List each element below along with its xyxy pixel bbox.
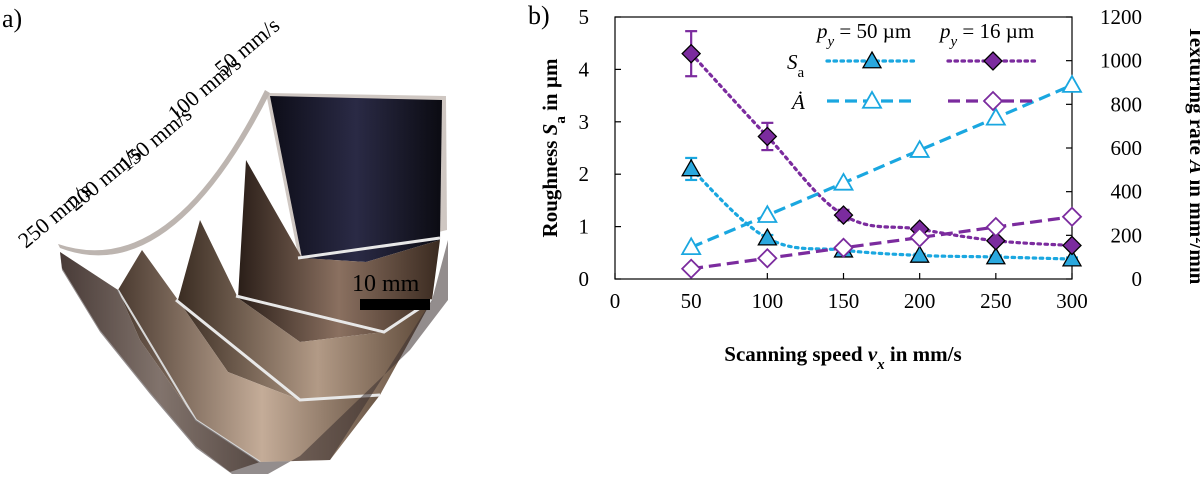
strip-label-250-group: 250 mm/s [13,177,96,252]
y-left-axis-label: Roughness Sa in µm [538,58,569,237]
series-rate_16 [680,206,1083,280]
y-left-tick-label: 5 [579,5,590,29]
strip-50 [270,96,442,262]
series-line-sa_16 [689,52,1074,248]
legend-text: py = 50 µm [815,19,911,50]
data-point-sa_16 [985,230,1006,251]
x-tick-label: 150 [828,289,860,313]
y-left-tick-label: 1 [579,215,590,239]
y-right-tick-label: 400 [1111,180,1143,204]
y-left-tick-label: 2 [579,162,590,186]
x-tick-label: 100 [752,289,784,313]
data-point-rate_50 [985,107,1007,126]
strip-200 [118,250,380,462]
sample-photo [58,90,448,474]
data-point-sa_50 [909,245,930,263]
data-point-sa_16 [757,126,778,147]
legend-marker-sa_16 [983,51,1003,71]
y-right-tick-label: 200 [1111,223,1143,247]
x-axis-label: Scanning speed vx in mm/s [724,342,961,373]
strip-100 [238,160,440,342]
separator-1 [297,236,441,260]
y-right-tick-label: 1200 [1100,5,1142,29]
data-point-rate_16 [757,247,778,269]
series-line-rate_50 [690,83,1073,249]
y-right-tick-label: 800 [1111,92,1143,116]
legend-text: Sa [787,50,805,81]
data-point-rate_16 [985,216,1007,238]
x-tick-label: 0 [610,289,621,313]
data-point-sa_16 [1062,235,1082,256]
legend-marker-sa_50 [861,50,883,69]
strip-label-250: 250 mm/s [13,177,96,252]
data-point-sa_50 [681,158,702,177]
separator-3 [175,298,381,402]
y-right-axis-label: Texturing rate Ȧ in mm²/min [1185,26,1200,285]
data-point-rate_16 [680,258,702,280]
x-tick-label: 50 [681,289,702,313]
data-point-rate_16 [1061,206,1083,228]
panel-b-label: b) [528,1,550,30]
y-left-tick-label: 4 [579,57,590,81]
data-point-sa_50 [985,246,1006,265]
sample-front-edge [60,240,448,474]
separator-2 [235,294,433,334]
series-line-sa_50 [689,167,1074,261]
legend-text: Ȧ [790,90,805,114]
data-point-sa_50 [1061,248,1083,267]
x-tick-label: 200 [904,289,936,313]
y-right-tick-label: 600 [1111,136,1143,160]
chart-b: 0 50 100 150 200 250 3000123450200400600800100… [538,5,1200,373]
series-rate_50 [680,74,1083,255]
y-left-tick-label: 3 [579,110,590,134]
y-left-tick-label: 0 [579,267,590,291]
data-point-sa_16 [833,205,854,225]
scale-bar [360,299,430,310]
y-right-tick-label: 0 [1132,267,1143,291]
x-tick-label: 250 [980,289,1012,313]
data-point-rate_50 [909,139,931,158]
scale-bar-label: 10 mm [352,271,420,297]
series-layer [680,30,1083,280]
data-point-sa_50 [757,227,778,246]
strip-150 [178,220,432,400]
data-point-rate_50 [832,172,855,191]
data-point-rate_50 [680,236,702,255]
data-point-sa_16 [681,43,702,64]
legend-marker-rate_16 [982,90,1004,112]
tick-layer: 0 50 100 150 200 250 3000123450200400600800100… [579,5,1143,313]
series-sa_50 [681,156,1083,267]
y-right-tick-label: 1000 [1100,49,1142,73]
legend: py = 50 µm py = 16 µm Sa Ȧ [787,19,1040,114]
data-point-rate_16 [909,227,930,248]
panel-a-label: a) [2,4,23,33]
legend-marker-rate_50 [861,90,883,109]
x-tick-label: 300 [1056,289,1088,313]
legend-text: py = 16 µm [938,19,1034,50]
data-point-rate_50 [756,204,778,223]
data-point-rate_50 [1061,74,1083,93]
data-point-rate_16 [833,237,854,259]
